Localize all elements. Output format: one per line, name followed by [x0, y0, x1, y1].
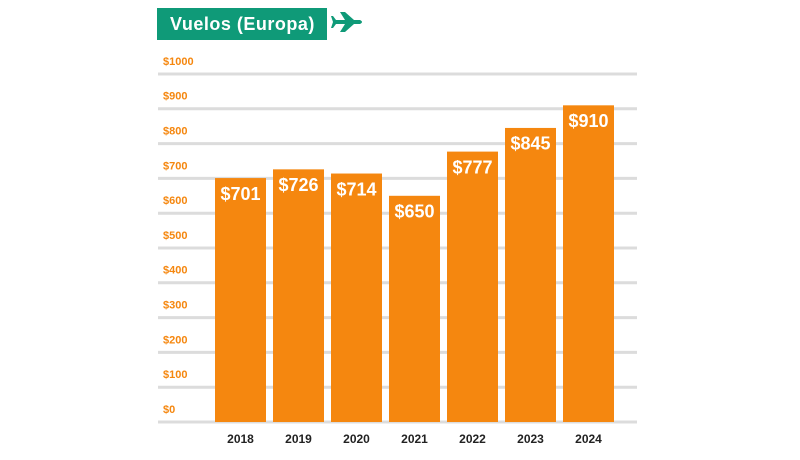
y-tick-label: $100: [163, 369, 187, 381]
y-tick-label: $600: [163, 195, 187, 207]
x-tick-label: 2021: [401, 432, 428, 446]
chart-title: Vuelos (Europa): [170, 14, 315, 34]
value-label: $714: [336, 179, 376, 199]
value-label: $910: [568, 111, 608, 131]
y-tick-label: $500: [163, 230, 187, 242]
x-tick-label: 2023: [517, 432, 544, 446]
bar: [215, 178, 266, 422]
x-tick-label: 2019: [285, 432, 312, 446]
y-tick-label: $700: [163, 160, 187, 172]
bar: [563, 105, 614, 422]
y-tick-label: $300: [163, 300, 187, 312]
bar: [447, 151, 498, 422]
y-tick-label: $0: [163, 404, 175, 416]
value-label: $845: [510, 134, 550, 154]
x-tick-label: 2018: [227, 432, 254, 446]
bar: [505, 127, 556, 422]
bar: [273, 169, 324, 422]
value-label: $701: [220, 184, 260, 204]
title-box: [157, 8, 327, 40]
value-label: $726: [278, 175, 318, 195]
x-tick-label: 2024: [575, 432, 602, 446]
bar: [331, 173, 382, 422]
y-tick-label: $200: [163, 334, 187, 346]
x-tick-label: 2020: [343, 432, 370, 446]
x-tick-label: 2022: [459, 432, 486, 446]
value-label: $777: [452, 157, 492, 177]
y-tick-label: $900: [163, 91, 187, 103]
y-tick-label: $800: [163, 126, 187, 138]
y-tick-label: $400: [163, 265, 187, 277]
plane-icon: [331, 12, 362, 32]
y-tick-label: $1000: [163, 56, 194, 68]
value-label: $650: [394, 202, 434, 222]
bar: [389, 195, 440, 422]
